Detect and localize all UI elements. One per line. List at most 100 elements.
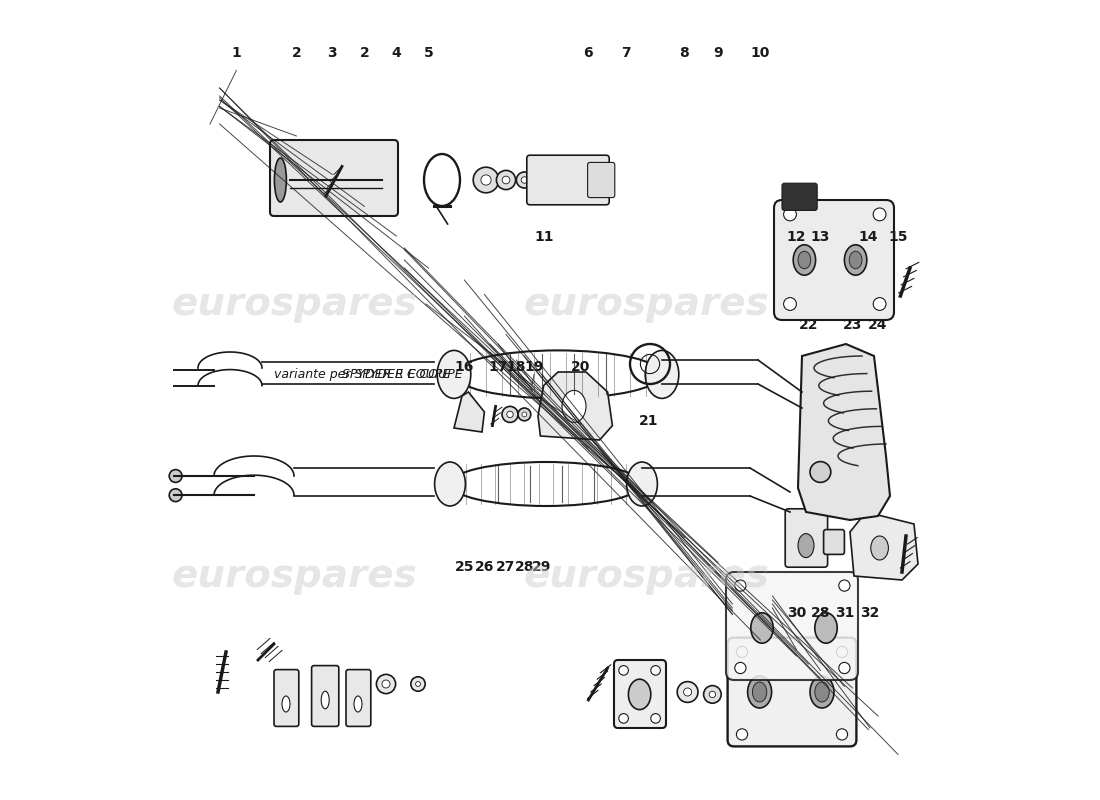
- Text: 14: 14: [859, 230, 878, 244]
- Ellipse shape: [321, 691, 329, 709]
- Ellipse shape: [751, 613, 773, 643]
- Circle shape: [683, 688, 692, 696]
- Circle shape: [678, 682, 698, 702]
- Text: 29: 29: [532, 560, 552, 574]
- Text: eurospares: eurospares: [524, 557, 769, 595]
- Text: 20: 20: [571, 360, 590, 374]
- Circle shape: [521, 177, 528, 183]
- Ellipse shape: [845, 245, 867, 275]
- Text: 16: 16: [454, 360, 474, 374]
- Ellipse shape: [437, 350, 471, 398]
- Polygon shape: [538, 372, 613, 440]
- Circle shape: [522, 412, 527, 417]
- Circle shape: [503, 176, 509, 184]
- Ellipse shape: [798, 534, 814, 558]
- FancyBboxPatch shape: [774, 200, 894, 320]
- Text: 7: 7: [621, 46, 630, 60]
- FancyBboxPatch shape: [274, 670, 299, 726]
- Text: eurospares: eurospares: [172, 557, 417, 595]
- Ellipse shape: [628, 679, 651, 710]
- Ellipse shape: [793, 245, 815, 275]
- Text: 1: 1: [231, 46, 241, 60]
- Circle shape: [836, 646, 848, 658]
- Circle shape: [836, 729, 848, 740]
- FancyBboxPatch shape: [785, 509, 827, 567]
- Circle shape: [376, 674, 396, 694]
- Circle shape: [736, 729, 748, 740]
- Circle shape: [518, 408, 531, 421]
- Ellipse shape: [815, 682, 829, 702]
- Circle shape: [839, 580, 850, 591]
- Ellipse shape: [646, 350, 679, 398]
- FancyBboxPatch shape: [270, 140, 398, 216]
- Circle shape: [710, 691, 716, 698]
- Text: 21: 21: [639, 414, 658, 428]
- Ellipse shape: [815, 613, 837, 643]
- Text: 13: 13: [811, 230, 830, 244]
- Circle shape: [496, 170, 516, 190]
- Text: 28: 28: [811, 606, 830, 620]
- Circle shape: [169, 489, 182, 502]
- Text: 32: 32: [860, 606, 880, 620]
- Text: 15: 15: [889, 230, 908, 244]
- FancyBboxPatch shape: [311, 666, 339, 726]
- Circle shape: [416, 682, 420, 686]
- Polygon shape: [798, 344, 890, 520]
- Circle shape: [169, 470, 182, 482]
- Text: 28: 28: [515, 560, 535, 574]
- Ellipse shape: [798, 251, 811, 269]
- Text: 19: 19: [525, 360, 543, 374]
- Text: 2: 2: [292, 46, 301, 60]
- Circle shape: [481, 175, 491, 185]
- Text: 27: 27: [496, 560, 516, 574]
- FancyBboxPatch shape: [727, 638, 857, 746]
- Circle shape: [873, 298, 886, 310]
- Polygon shape: [454, 392, 484, 432]
- Polygon shape: [850, 512, 918, 580]
- Text: 2: 2: [360, 46, 370, 60]
- Circle shape: [502, 406, 518, 422]
- Text: 4: 4: [392, 46, 402, 60]
- Circle shape: [382, 680, 390, 688]
- Ellipse shape: [871, 536, 889, 560]
- Text: 18: 18: [507, 360, 526, 374]
- FancyBboxPatch shape: [782, 183, 817, 210]
- Circle shape: [873, 208, 886, 221]
- Circle shape: [783, 208, 796, 221]
- Text: 10: 10: [750, 46, 770, 60]
- Circle shape: [619, 666, 628, 675]
- Text: 26: 26: [475, 560, 494, 574]
- Text: SPYDER E COUPE: SPYDER E COUPE: [342, 368, 450, 381]
- Circle shape: [651, 666, 660, 675]
- Circle shape: [783, 298, 796, 310]
- Circle shape: [507, 411, 514, 418]
- Text: 23: 23: [843, 318, 862, 332]
- Ellipse shape: [748, 676, 771, 708]
- Text: eurospares: eurospares: [524, 285, 769, 323]
- Circle shape: [704, 686, 722, 703]
- Text: 25: 25: [454, 560, 474, 574]
- Ellipse shape: [354, 696, 362, 712]
- FancyBboxPatch shape: [824, 530, 845, 554]
- Text: 5: 5: [424, 46, 433, 60]
- Text: 6: 6: [584, 46, 593, 60]
- Circle shape: [651, 714, 660, 723]
- Circle shape: [473, 167, 498, 193]
- Ellipse shape: [274, 158, 286, 202]
- Circle shape: [735, 662, 746, 674]
- Circle shape: [410, 677, 426, 691]
- Ellipse shape: [810, 676, 834, 708]
- Ellipse shape: [752, 682, 767, 702]
- Text: 9: 9: [713, 46, 723, 60]
- Ellipse shape: [434, 462, 465, 506]
- FancyBboxPatch shape: [587, 162, 615, 198]
- FancyBboxPatch shape: [527, 155, 609, 205]
- Circle shape: [619, 714, 628, 723]
- Text: 8: 8: [680, 46, 690, 60]
- Circle shape: [839, 662, 850, 674]
- Circle shape: [810, 462, 830, 482]
- Text: 24: 24: [868, 318, 888, 332]
- Text: 31: 31: [835, 606, 854, 620]
- Ellipse shape: [849, 251, 862, 269]
- Text: 12: 12: [786, 230, 806, 244]
